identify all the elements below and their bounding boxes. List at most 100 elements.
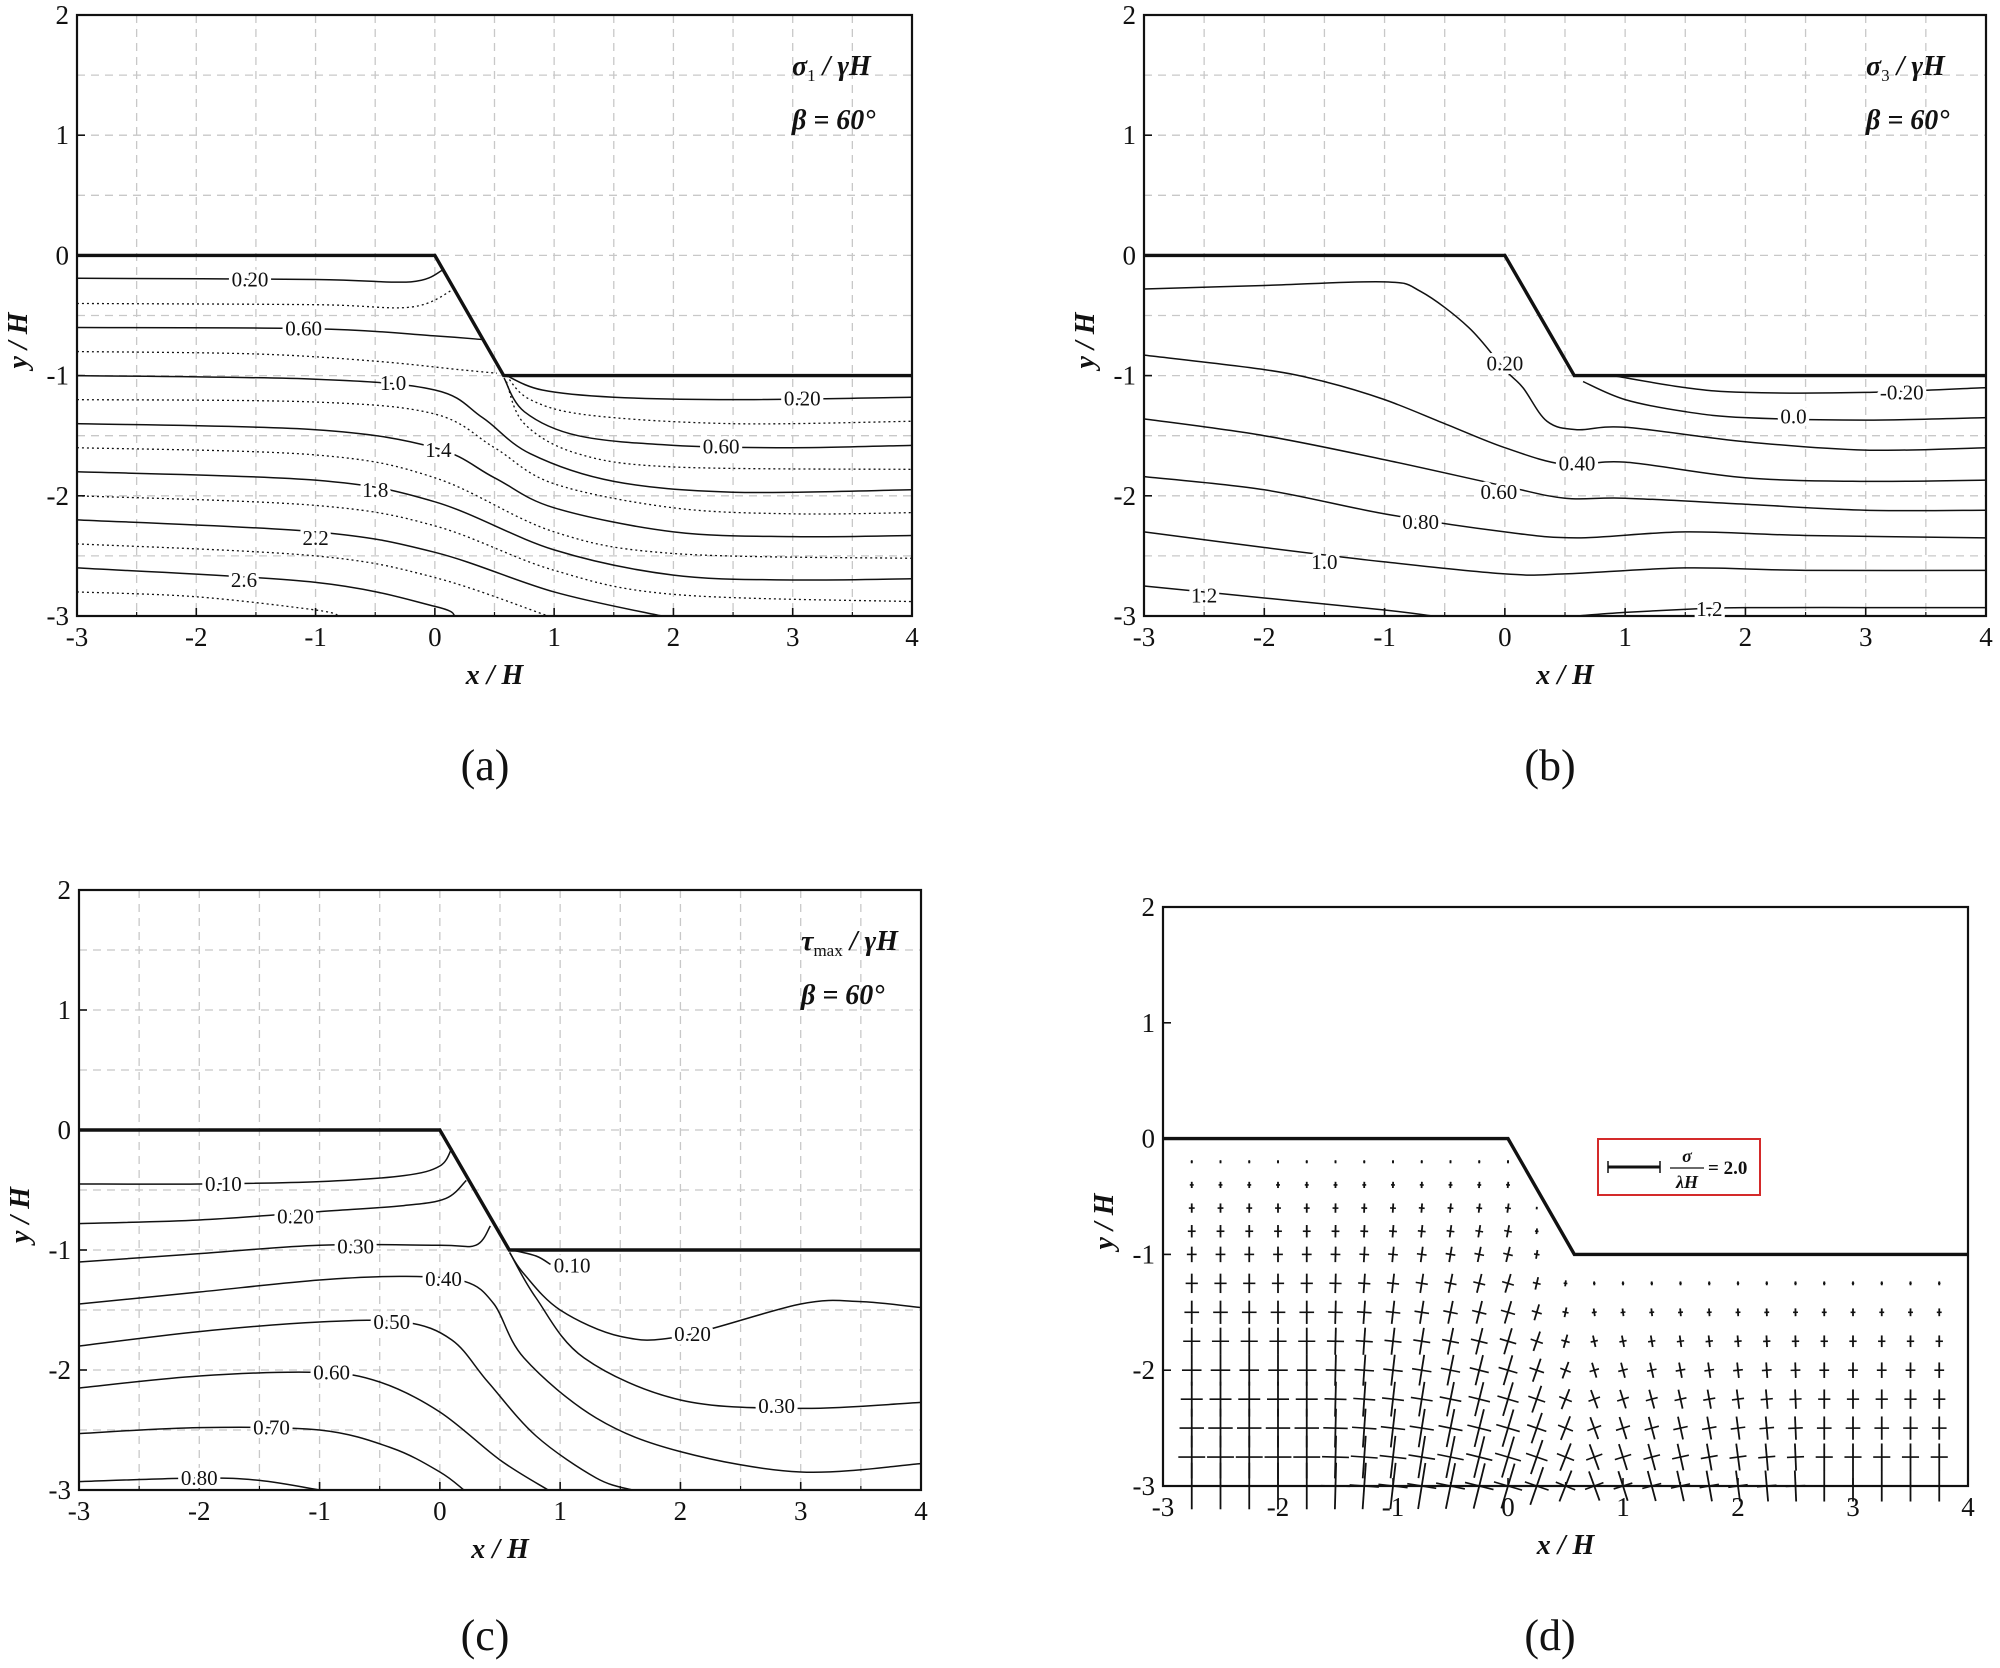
contour-line-0_4 [76,288,455,309]
contour-line-1_8 [76,471,913,581]
x-axis-label: x / H [1535,660,1595,691]
stress-cross [1299,1300,1315,1324]
x-tick-label: 3 [794,1496,808,1526]
contour-line-2 [76,495,913,603]
contour-line-0_6 [78,1371,549,1491]
contour-line-neg0_2 [1612,374,1987,394]
stress-cross [1300,1273,1313,1294]
minor-stress-bar [1498,1366,1518,1374]
stress-cross [1763,1335,1771,1348]
stress-subscript: max [813,941,843,960]
stress-cross [1292,1462,1322,1510]
stress-cross [1730,1416,1746,1440]
contour-line-0 [1582,380,1987,421]
contour-label: 0.40 [1559,451,1596,475]
minor-stress-bar [1584,1481,1604,1491]
stress-cross [1247,1181,1252,1189]
stress-cross [1818,1389,1831,1409]
stress-cross [1478,1160,1481,1164]
stress-cross [1760,1389,1773,1409]
contour-line-0_4 [78,1275,922,1474]
stress-cross [1246,1203,1253,1213]
stress-cross [1676,1335,1685,1348]
stress-cross [1470,1327,1488,1355]
stress-cross [1408,1435,1436,1479]
stress-cross [1791,1335,1800,1348]
stress-cross [1557,1415,1574,1441]
stress-cross [1185,1273,1198,1294]
stress-cross [1848,1362,1858,1378]
minor-stress-bar [1378,1483,1408,1489]
stress-cross [1530,1331,1544,1352]
contour-label: 1.0 [380,371,406,395]
stress-cross [1699,1470,1720,1502]
minor-stress-bar [1500,1309,1516,1316]
minor-stress-bar [1589,1368,1600,1373]
minor-stress-bar [1385,1310,1401,1314]
stress-cross [1496,1409,1520,1447]
stress-cross [1816,1416,1832,1440]
stress-symbol: σ [1866,51,1882,82]
contour-label: 0.70 [253,1416,290,1440]
minor-stress-bar [1618,1368,1628,1373]
stress-cross [1529,1358,1545,1382]
minor-stress-bar [1562,1310,1569,1314]
stress-cross [1643,1443,1661,1471]
stress-cross [1679,1281,1682,1286]
minor-stress-bar [1355,1339,1373,1343]
minor-stress-bar [1411,1367,1432,1373]
stress-cross [1815,1443,1833,1471]
x-tick-label: 3 [1859,622,1873,652]
stress-cross [1386,1273,1400,1294]
minor-stress-bar [1476,1206,1483,1210]
stress-cross [1441,1327,1460,1355]
stress-cross [1331,1225,1340,1238]
stress-cross [1304,1181,1309,1189]
minor-stress-bar [1620,1311,1626,1314]
minor-stress-bar [1561,1339,1570,1344]
stress-cross [1476,1203,1483,1213]
contour-label: 2.6 [231,568,257,592]
stress-cross [1873,1443,1891,1471]
minor-stress-bar [1526,1424,1547,1433]
stress-cross [1846,1389,1860,1409]
x-tick-label: 1 [1618,622,1632,652]
minor-stress-bar [1761,1369,1772,1372]
y-tick-label: -3 [47,601,70,631]
contour-line-0_2 [506,374,913,401]
minor-stress-bar [1525,1452,1548,1462]
stress-cross [1535,1206,1538,1210]
x-tick-label: -3 [1152,1492,1175,1522]
minor-stress-bar [1501,1280,1515,1286]
stress-cross [1330,1246,1341,1263]
y-axis-label: y / H [1070,311,1101,371]
y-tick-label: 2 [1123,0,1137,30]
y-tick-label: -2 [47,481,70,511]
stress-cross [1876,1362,1887,1378]
stress-cross [1409,1408,1434,1448]
minor-stress-bar [1613,1482,1633,1490]
minor-stress-bar [1524,1481,1549,1491]
y-tick-label: -3 [1133,1471,1156,1501]
minor-stress-bar [1675,1368,1686,1372]
stress-cross [1188,1203,1195,1213]
contour-line-0_6 [503,377,913,449]
contour-line-0_4 [505,375,913,425]
stress-cross [1786,1443,1805,1471]
stress-cross [1416,1246,1427,1263]
stress-cross [1562,1307,1569,1318]
stress-cross [1909,1281,1912,1286]
minor-stress-bar [1730,1426,1746,1430]
stress-cross [1358,1273,1371,1294]
stress-cross [1270,1300,1286,1324]
x-tick-label: -3 [66,622,89,652]
stress-cross [1234,1462,1264,1510]
panel-label: (d) [1524,1611,1575,1660]
contour-label: 0.80 [1402,510,1439,534]
stress-normalizer: / γH [1890,51,1946,82]
y-tick-label: -1 [1114,361,1137,391]
stress-annotation: τmax / γH [801,926,899,960]
x-axis-label: x / H [1536,1530,1596,1561]
stress-cross [1650,1281,1654,1286]
panel-a: -3 -2 -1 0 1 2 3 4 2 1 0 -1 -2 -3 x / H y / H (a) 0.20 0.6… [3,0,919,790]
